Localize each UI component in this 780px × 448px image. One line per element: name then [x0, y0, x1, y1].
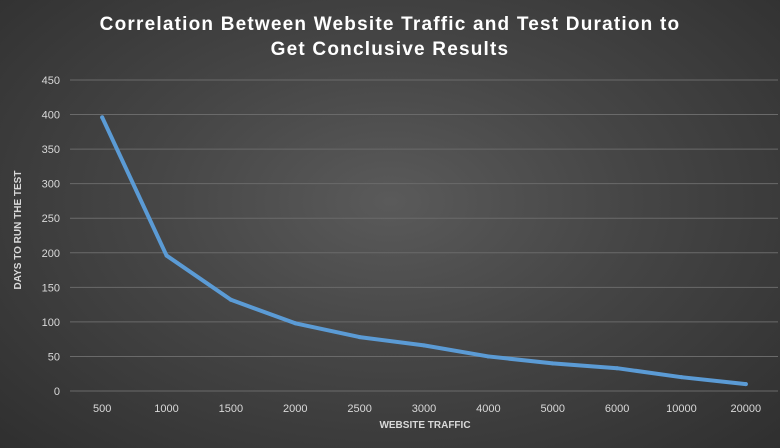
x-tick-label: 20000	[731, 403, 762, 415]
x-tick-label: 3000	[412, 403, 436, 415]
gridlines	[70, 79, 778, 392]
x-tick-label: 6000	[605, 403, 629, 415]
x-tick-label: 2000	[283, 403, 307, 415]
y-tick-label: 250	[42, 213, 60, 225]
data-point	[550, 361, 555, 366]
y-tick-label: 350	[42, 144, 60, 156]
data-point	[228, 297, 233, 302]
x-axis-title: WEBSITE TRAFFIC	[379, 420, 470, 431]
x-tick-label: 4000	[476, 403, 500, 415]
y-tick-label: 150	[42, 282, 60, 294]
data-point	[293, 321, 298, 326]
y-tick-label: 200	[42, 248, 60, 260]
data-point	[357, 335, 362, 340]
x-tick-label: 1500	[219, 403, 243, 415]
x-tick-label: 1000	[154, 403, 178, 415]
y-tick-label: 100	[42, 317, 60, 329]
chart-title-line-2: Get Conclusive Results	[271, 39, 510, 60]
y-tick-label: 50	[48, 351, 60, 363]
data-point	[743, 382, 748, 387]
data-point	[100, 115, 105, 120]
y-tick-label: 400	[42, 110, 60, 122]
chart-title-line-1: Correlation Between Website Traffic and …	[100, 14, 681, 35]
x-axis-ticks: 500 1000 1500 2000 2500 3000 4000 5000 6000 10000…	[93, 403, 761, 415]
x-tick-label: 10000	[666, 403, 697, 415]
y-axis-ticks: 0 50 100 150 200 250 300 350 400 450	[42, 75, 60, 398]
y-axis-title: DAYS TO RUN THE TEST	[13, 171, 24, 290]
data-point	[615, 366, 620, 371]
x-tick-label: 2500	[347, 403, 371, 415]
data-point	[164, 253, 169, 258]
x-tick-label: 500	[93, 403, 111, 415]
data-point	[486, 354, 491, 359]
y-tick-label: 300	[42, 179, 60, 191]
data-point	[679, 375, 684, 380]
data-point	[422, 343, 426, 348]
series-layer	[100, 115, 748, 387]
y-tick-label: 0	[54, 386, 60, 398]
y-tick-label: 450	[42, 75, 60, 87]
x-tick-label: 5000	[540, 403, 564, 415]
